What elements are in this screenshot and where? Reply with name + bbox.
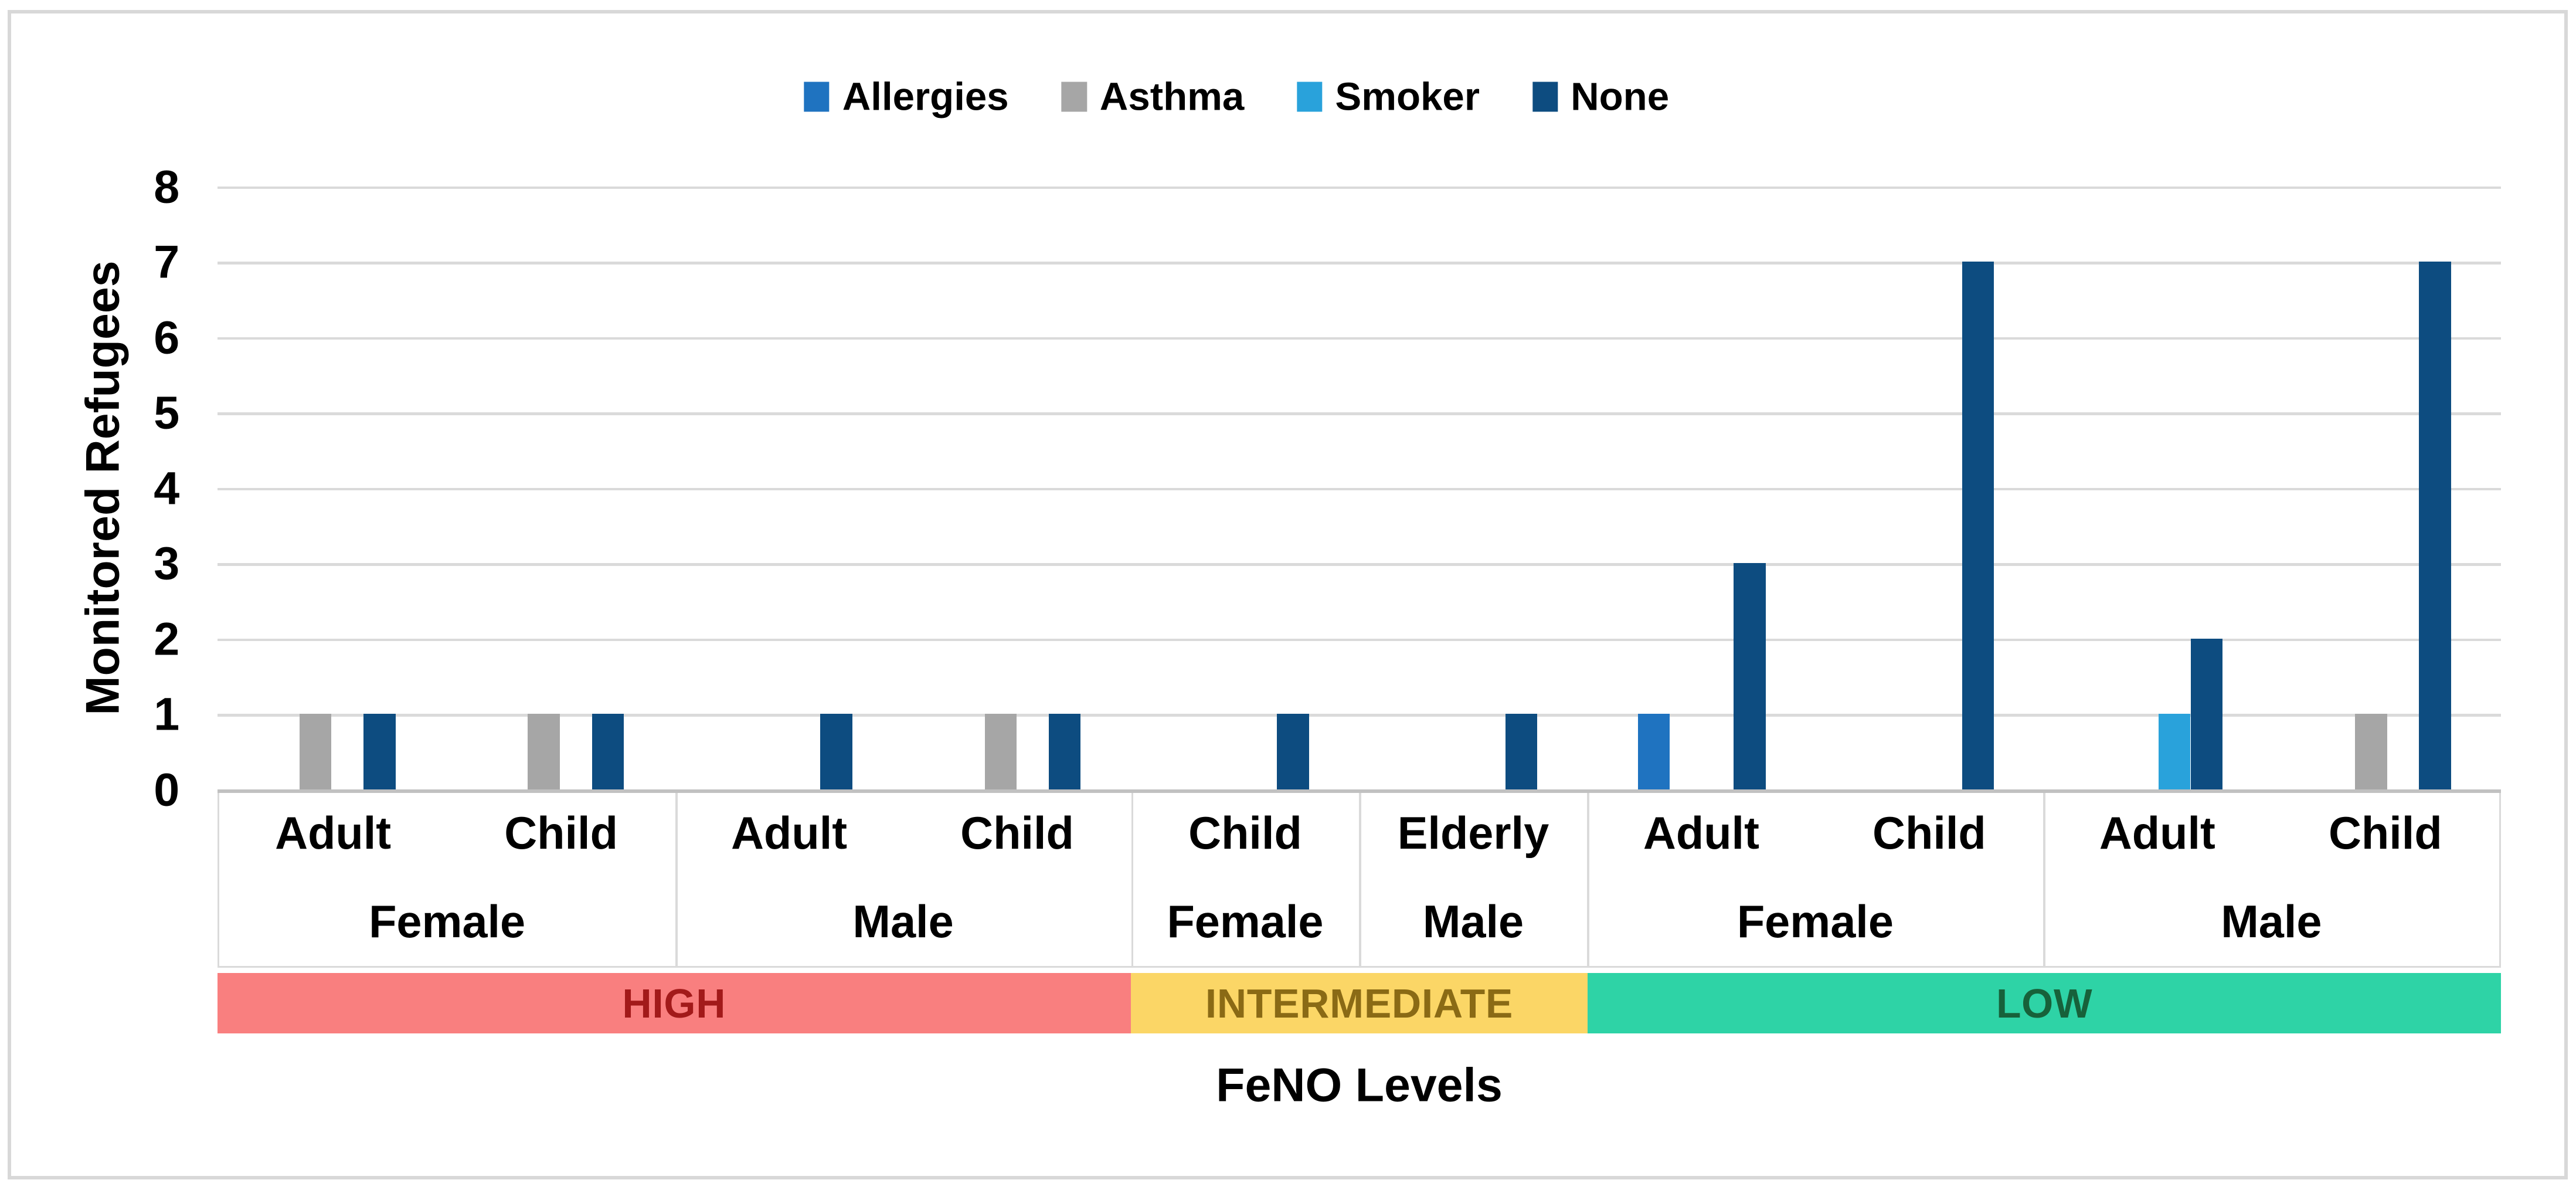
gender-label-low-male: Male (2221, 896, 2322, 947)
group-separator (1359, 789, 1362, 966)
legend-swatch-allergies-icon (804, 82, 830, 112)
age-label-low-male-adult: Adult (2099, 808, 2215, 859)
bar-low-male-child-asthma (2354, 714, 2387, 789)
gender-label-high-male: Male (852, 896, 954, 947)
category-axis: Adult Child Adult Child Child Elderly Adult Chi… (217, 789, 2502, 968)
bar-high-female-child-asthma (528, 714, 560, 789)
legend-swatch-smoker-icon (1297, 82, 1323, 112)
y-tick-3: 3 (154, 537, 180, 589)
group-separator (1131, 789, 1134, 966)
bar-low-female-adult-none (1734, 563, 1766, 789)
legend-swatch-none-icon (1532, 82, 1558, 112)
bar-high-female-adult-none (363, 714, 396, 789)
chart-figure: Allergies Asthma Smoker None Monitored Refu… (7, 9, 2568, 1180)
bar-high-female-child-none (592, 714, 624, 789)
gender-label-intermediate-male: Male (1422, 896, 1524, 947)
bar-high-male-child-none (1048, 714, 1081, 789)
bar-intermediate-male-elderly-none (1505, 714, 1538, 789)
legend-label-smoker: Smoker (1335, 74, 1480, 119)
age-label-low-female-adult: Adult (1643, 808, 1759, 859)
age-label-intermediate-female-child: Child (1188, 808, 1302, 859)
legend-label-allergies: Allergies (842, 74, 1009, 119)
bar-high-male-adult-none (820, 714, 852, 789)
gridline-y-3 (217, 563, 2502, 566)
bar-intermediate-female-child-none (1277, 714, 1309, 789)
bar-low-male-adult-none (2190, 638, 2223, 789)
gender-label-low-female: Female (1736, 896, 1894, 947)
age-label-high-male-adult: Adult (731, 808, 848, 859)
band-intermediate: INTERMEDIATE (1130, 973, 1588, 1034)
age-label-low-female-child: Child (1872, 808, 1986, 859)
bar-low-female-child-none (1962, 262, 1994, 789)
legend-item-allergies: Allergies (804, 74, 1009, 119)
gridline-y-1 (217, 714, 2502, 717)
legend-swatch-asthma-icon (1061, 82, 1087, 112)
gridline-y-8 (217, 186, 2502, 189)
legend-item-asthma: Asthma (1061, 74, 1245, 119)
gridline-y-7 (217, 262, 2502, 265)
gridline-y-6 (217, 337, 2502, 340)
age-label-intermediate-male-elderly: Elderly (1397, 808, 1549, 859)
age-label-low-male-child: Child (2328, 808, 2442, 859)
y-tick-7: 7 (154, 235, 180, 288)
gridline-y-5 (217, 412, 2502, 415)
group-separator (675, 789, 678, 966)
gridline-y-2 (217, 638, 2502, 642)
y-tick-2: 2 (154, 612, 180, 665)
legend: Allergies Asthma Smoker None (804, 74, 1669, 119)
group-separator (2043, 789, 2046, 966)
bar-high-male-child-asthma (984, 714, 1017, 789)
bar-low-female-adult-allergies (1637, 714, 1670, 789)
bar-low-male-child-none (2419, 262, 2451, 789)
legend-label-none: None (1571, 74, 1670, 119)
x-axis-title: FeNO Levels (1216, 1059, 1503, 1112)
age-label-high-female-adult: Adult (275, 808, 392, 859)
band-high: HIGH (217, 973, 1131, 1034)
y-tick-6: 6 (154, 311, 180, 364)
legend-item-smoker: Smoker (1297, 74, 1480, 119)
gender-label-high-female: Female (369, 896, 526, 947)
legend-label-asthma: Asthma (1099, 74, 1245, 119)
x-axis-baseline (217, 789, 2502, 793)
bar-low-male-adult-smoker (2158, 714, 2191, 789)
legend-item-none: None (1532, 74, 1669, 119)
feno-bands: HIGH INTERMEDIATE LOW (217, 973, 2502, 1034)
group-separator (1587, 789, 1590, 966)
y-tick-4: 4 (154, 462, 180, 514)
y-tick-1: 1 (154, 687, 180, 740)
band-low: LOW (1588, 973, 2502, 1034)
plot-area (217, 186, 2502, 793)
y-tick-5: 5 (154, 386, 180, 439)
y-tick-0: 0 (154, 763, 180, 816)
age-label-high-male-child: Child (960, 808, 1074, 859)
bar-high-female-adult-asthma (299, 714, 332, 789)
gridline-y-4 (217, 487, 2502, 491)
y-tick-8: 8 (154, 160, 180, 213)
gender-label-intermediate-female: Female (1167, 896, 1324, 947)
age-label-high-female-child: Child (504, 808, 618, 859)
